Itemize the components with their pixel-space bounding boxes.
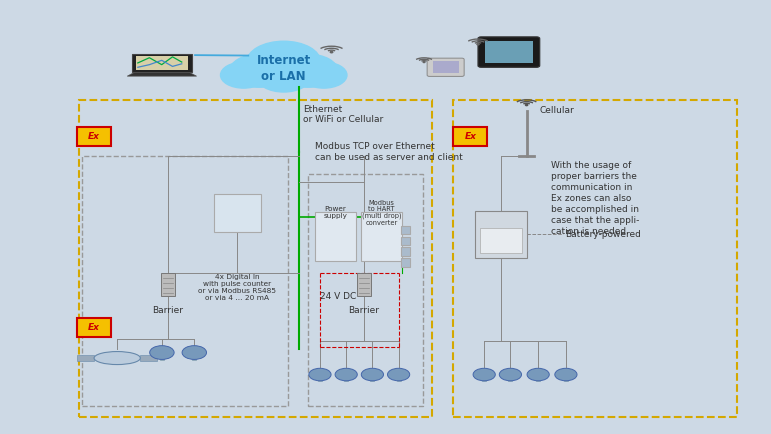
Bar [536, 374, 540, 381]
Circle shape [362, 368, 383, 381]
Bar [508, 374, 513, 381]
Bar [482, 374, 487, 381]
Text: 24 V DC: 24 V DC [319, 292, 356, 301]
FancyBboxPatch shape [357, 273, 371, 296]
FancyBboxPatch shape [77, 127, 111, 146]
Circle shape [473, 368, 495, 381]
Text: Modbus TCP over Ethernet
can be used as server and client: Modbus TCP over Ethernet can be used as … [315, 142, 463, 162]
FancyBboxPatch shape [132, 53, 192, 72]
Circle shape [301, 62, 347, 88]
Bar [564, 374, 568, 381]
FancyBboxPatch shape [136, 56, 188, 70]
Text: 4x Digital In
with pulse counter
or via Modbus RS485
or via 4 ... 20 mA: 4x Digital In with pulse counter or via … [198, 274, 277, 301]
Text: Ethernet
or WiFi or Cellular: Ethernet or WiFi or Cellular [303, 105, 383, 125]
Text: Battery-powered: Battery-powered [565, 230, 641, 239]
Text: Power
supply: Power supply [324, 206, 347, 219]
Circle shape [247, 41, 321, 83]
Text: Internet
or LAN: Internet or LAN [257, 54, 311, 82]
Bar [308, 174, 423, 406]
Bar [344, 374, 348, 381]
Bar [318, 374, 322, 381]
Bar [140, 355, 157, 361]
Text: Cellular: Cellular [540, 106, 574, 115]
Circle shape [257, 62, 311, 92]
Circle shape [279, 54, 338, 87]
FancyBboxPatch shape [77, 318, 111, 337]
Text: With the usage of
proper barriers the
communication in
Ex zones can also
be acco: With the usage of proper barriers the co… [551, 161, 640, 236]
Circle shape [182, 345, 207, 359]
FancyBboxPatch shape [361, 212, 402, 261]
Bar [160, 352, 164, 360]
FancyBboxPatch shape [401, 237, 410, 245]
Bar [79, 100, 432, 417]
Circle shape [335, 368, 357, 381]
FancyBboxPatch shape [453, 127, 487, 146]
Circle shape [555, 368, 577, 381]
Circle shape [477, 44, 479, 45]
Bar [77, 355, 94, 361]
FancyBboxPatch shape [427, 58, 464, 76]
Circle shape [150, 345, 174, 359]
FancyBboxPatch shape [478, 37, 540, 67]
Text: Modbus
to HART
(multi drop)
converter: Modbus to HART (multi drop) converter [362, 200, 402, 226]
FancyBboxPatch shape [401, 258, 410, 267]
Text: Ex: Ex [464, 132, 476, 141]
FancyBboxPatch shape [433, 61, 459, 73]
FancyBboxPatch shape [480, 228, 523, 253]
Polygon shape [127, 72, 197, 76]
Circle shape [500, 368, 521, 381]
Circle shape [221, 62, 267, 88]
Text: Barrier: Barrier [153, 306, 183, 315]
FancyBboxPatch shape [485, 41, 533, 63]
Circle shape [388, 368, 409, 381]
Bar [192, 352, 197, 360]
Circle shape [230, 54, 288, 87]
Text: Barrier: Barrier [348, 306, 379, 315]
FancyBboxPatch shape [161, 273, 175, 296]
Ellipse shape [94, 352, 140, 365]
Circle shape [309, 368, 331, 381]
Text: Ex: Ex [88, 132, 100, 141]
FancyBboxPatch shape [214, 194, 261, 232]
Text: Ex: Ex [88, 323, 100, 332]
Bar [396, 374, 401, 381]
Circle shape [330, 51, 333, 53]
Bar [453, 100, 737, 417]
FancyBboxPatch shape [401, 226, 410, 234]
FancyBboxPatch shape [475, 211, 527, 257]
Bar [82, 156, 288, 406]
FancyBboxPatch shape [401, 247, 410, 256]
Bar [370, 374, 375, 381]
Circle shape [527, 368, 549, 381]
FancyBboxPatch shape [315, 212, 356, 261]
